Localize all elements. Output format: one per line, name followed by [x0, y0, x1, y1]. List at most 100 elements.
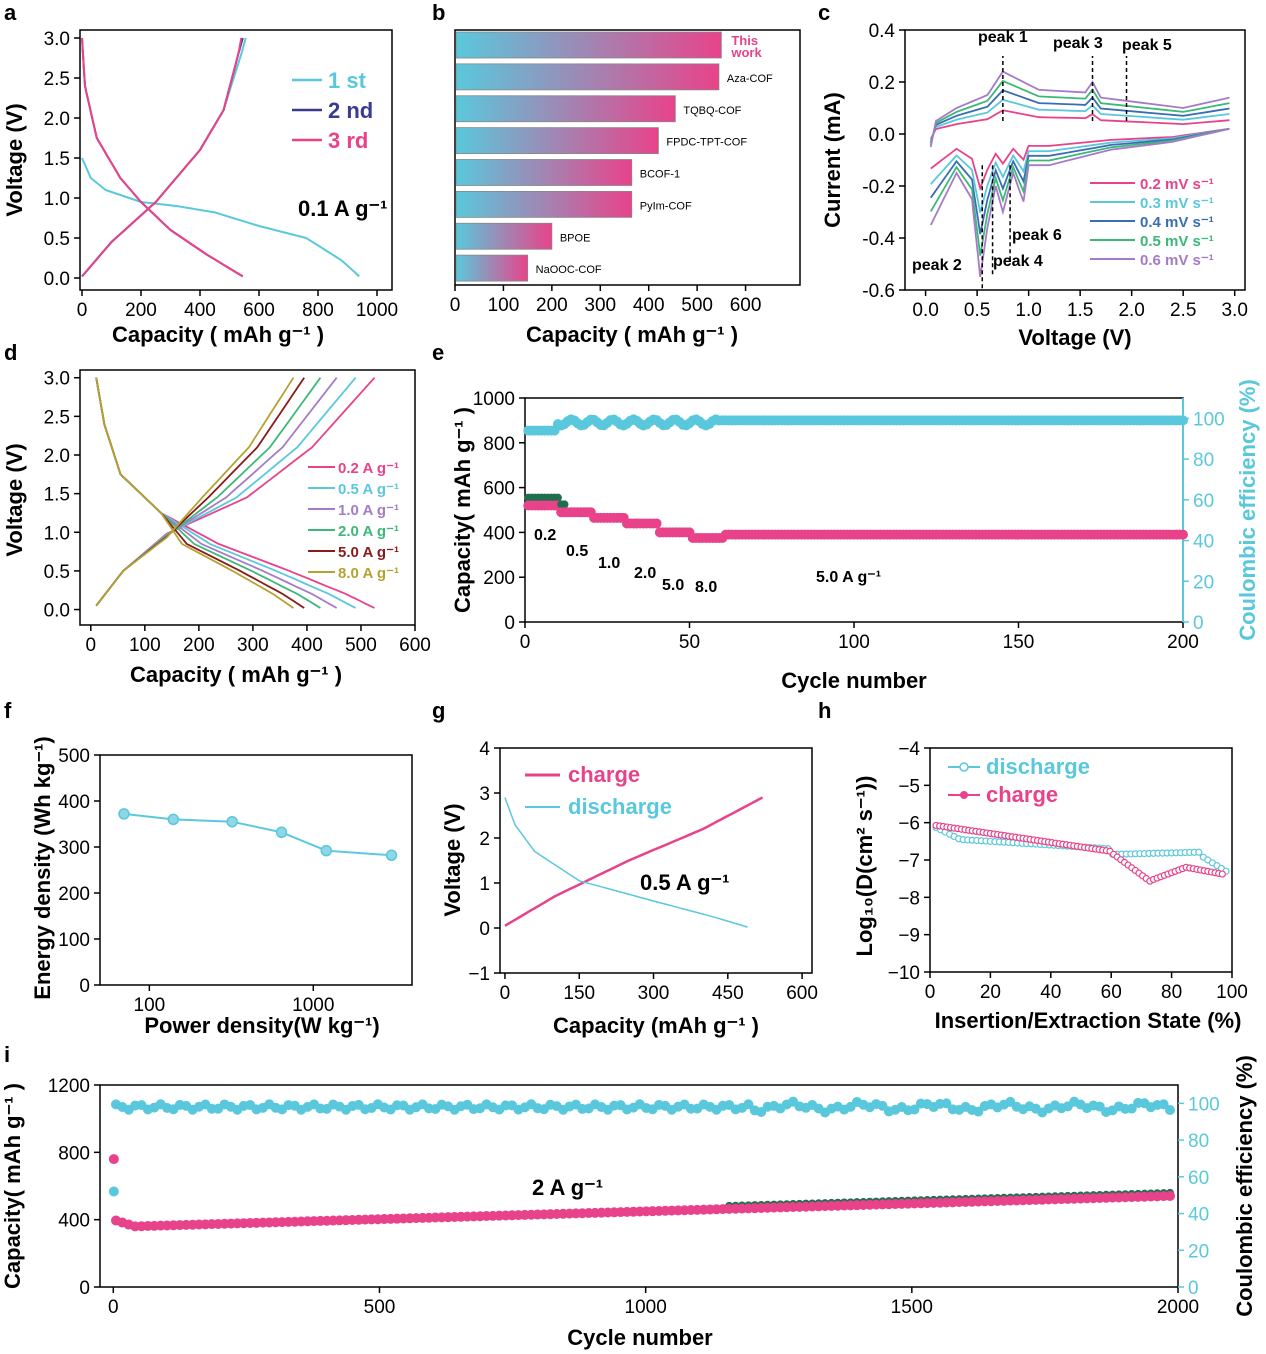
panel-i-y2tick-label: 40: [1188, 1205, 1209, 1226]
panel-i-y2tick-label: 80: [1188, 1131, 1209, 1152]
panel-e-cap-point: [651, 518, 662, 529]
panel-letter-g: g: [432, 698, 445, 723]
panel-c-ytick-label: -0.4: [862, 229, 895, 250]
panel-a-series-1-charge: [81, 37, 247, 278]
panel-e-y2tick-label: 0: [1193, 613, 1204, 634]
panel-a: 0 200 400 600 800 1000 0.0 0.5 1.0 1.5 2.0 2.5 3.0 1 …: [2, 29, 398, 347]
panel-g-discharge: [504, 797, 748, 928]
panel-e-y2tick-label: 60: [1193, 491, 1214, 512]
panel-d-xtick-label: 0: [86, 635, 97, 656]
panel-f: 100 1000 0 100 200 300 400 500 Power density(W k…: [30, 736, 413, 1038]
panel-e-rate-label: 5.0 A g⁻¹: [816, 569, 881, 586]
panel-g-ytick-label: 0: [479, 919, 490, 940]
panel-c-peak-label: peak 4: [993, 253, 1043, 270]
panel-g-ytick-label: −1: [468, 964, 490, 985]
panel-letter-d: d: [4, 340, 17, 365]
panel-i-ylabel: Capacity( mAh g⁻¹ ): [0, 1083, 25, 1289]
panel-e-xtick-label: 200: [1167, 632, 1199, 653]
panel-i-ce-point: [1158, 1099, 1169, 1110]
panel-b-bar: [455, 31, 722, 59]
panel-e-frame: [524, 397, 1184, 623]
panel-g-ytick-label: 2: [479, 829, 490, 850]
panel-d-ytick-label: 1.5: [44, 485, 70, 506]
panel-d-xtick-label: 100: [129, 635, 161, 656]
panel-d-xtick-label: 300: [237, 635, 269, 656]
panel-e-xtick-label: 50: [679, 632, 700, 653]
panel-a-ytick-label: 0.5: [44, 229, 70, 250]
panel-c-xtick-label: 0.0: [912, 300, 938, 321]
panel-h-ytick-label: −6: [898, 814, 920, 835]
panel-g-charge: [504, 796, 764, 927]
panel-c-cathodic-1: [930, 127, 1230, 192]
panel-d-ylabel: Voltage (V): [2, 443, 27, 556]
panel-e-rate-label: 2.0: [634, 565, 656, 582]
panel-letter-i: i: [4, 1042, 10, 1067]
panel-a-xtick-label: 0: [77, 300, 88, 321]
panel-f-point: [385, 849, 398, 862]
panel-i-y2tick-label: 100: [1188, 1094, 1220, 1115]
panel-a-series-3-charge: [81, 37, 243, 278]
panel-h-ytick-label: −4: [898, 739, 920, 760]
panel-g-xlabel: Capacity (mAh g⁻¹ ): [553, 1013, 759, 1038]
panel-b-xtick-label: 200: [536, 295, 568, 316]
panel-a-ytick-label: 1.0: [44, 189, 70, 210]
panel-i-ce-point: [1126, 1103, 1137, 1114]
panel-e-ytick-label: 200: [483, 568, 515, 589]
panel-i-ytick-label: 0: [79, 1278, 90, 1299]
panel-b-xlabel: Capacity ( mAh g⁻¹ ): [526, 322, 738, 347]
panel-c-peak-label: peak 6: [1012, 227, 1062, 244]
panel-g-xtick-label: 300: [638, 983, 670, 1004]
panel-a-ytick-label: 1.5: [44, 149, 70, 170]
panel-f-ytick-label: 0: [79, 976, 90, 997]
panel-c-anodic-4: [929, 79, 1230, 146]
panel-d-xtick-label: 400: [291, 635, 323, 656]
panel-b-bar: [455, 254, 529, 282]
panel-e-y2tick-label: 80: [1193, 450, 1214, 471]
panel-f-line: [123, 812, 392, 857]
panel-d-legend-label: 5.0 A g⁻¹: [338, 544, 399, 561]
panel-b-bar: [455, 222, 553, 250]
panel-i-first-ce-point: [108, 1186, 119, 1197]
panel-b-xtick-label: 600: [730, 295, 762, 316]
panel-a-legend-label: 3 rd: [328, 128, 368, 153]
panel-e: 0 50 100 150 2000200400600800100002040608010…: [450, 379, 1260, 693]
panel-g-frame: [499, 747, 813, 974]
panel-d-ytick-label: 0.5: [44, 562, 70, 583]
panel-i-xtick-label: 1000: [625, 1297, 667, 1318]
panel-c-xtick-label: 1.5: [1067, 300, 1093, 321]
panel-c-ytick-label: 0.0: [869, 125, 895, 146]
panel-c-ytick-label: 0.2: [869, 73, 895, 94]
panel-a-legend-label: 2 nd: [328, 98, 373, 123]
panel-a-legend-label: 1 st: [328, 68, 367, 93]
panel-g-xtick-label: 150: [563, 983, 595, 1004]
panel-g-xtick-label: 450: [712, 983, 744, 1004]
panel-e-ytick-label: 1000: [473, 389, 515, 410]
panel-h-xtick-label: 0: [925, 982, 936, 1003]
panel-f-point: [118, 808, 130, 820]
panel-e-rate-label: 8.0: [695, 579, 717, 596]
panel-e-ytick-label: 400: [483, 523, 515, 544]
panel-b-bar-label: work: [730, 45, 762, 60]
panel-d-charge-6: [95, 377, 295, 607]
panel-d-discharge-6: [95, 377, 294, 609]
panel-c-xtick-label: 1.0: [1015, 300, 1041, 321]
panel-e-y2tick-label: 40: [1193, 532, 1214, 553]
panel-c-cathodic-4: [930, 127, 1230, 256]
panel-d-ytick-label: 2.0: [44, 446, 70, 467]
panel-g-ytick-label: 4: [479, 739, 490, 760]
panel-c-xlabel: Voltage (V): [1018, 325, 1131, 350]
panel-c-legend-label: 0.4 mV s⁻¹: [1140, 214, 1214, 231]
panel-e-y2label: Coulombic efficiency (%): [1235, 379, 1260, 641]
panel-i-frame: [99, 1084, 1179, 1288]
panel-c-peak-label: peak 3: [1053, 35, 1103, 52]
panel-f-ytick-label: 100: [58, 930, 90, 951]
panel-h-ytick-label: −7: [898, 851, 920, 872]
panel-h-ylabel: Log₁₀(D(cm² s⁻¹)): [852, 776, 877, 957]
panel-letter-a: a: [4, 0, 17, 25]
panel-c-anodic-3: [929, 89, 1230, 144]
panel-g-xtick-label: 0: [500, 983, 511, 1004]
panel-a-series-3-discharge: [81, 37, 244, 278]
panel-e-ytick-label: 0: [504, 613, 515, 634]
panel-b-xtick-label: 100: [488, 295, 520, 316]
panel-a-series-1-discharge: [81, 157, 360, 278]
